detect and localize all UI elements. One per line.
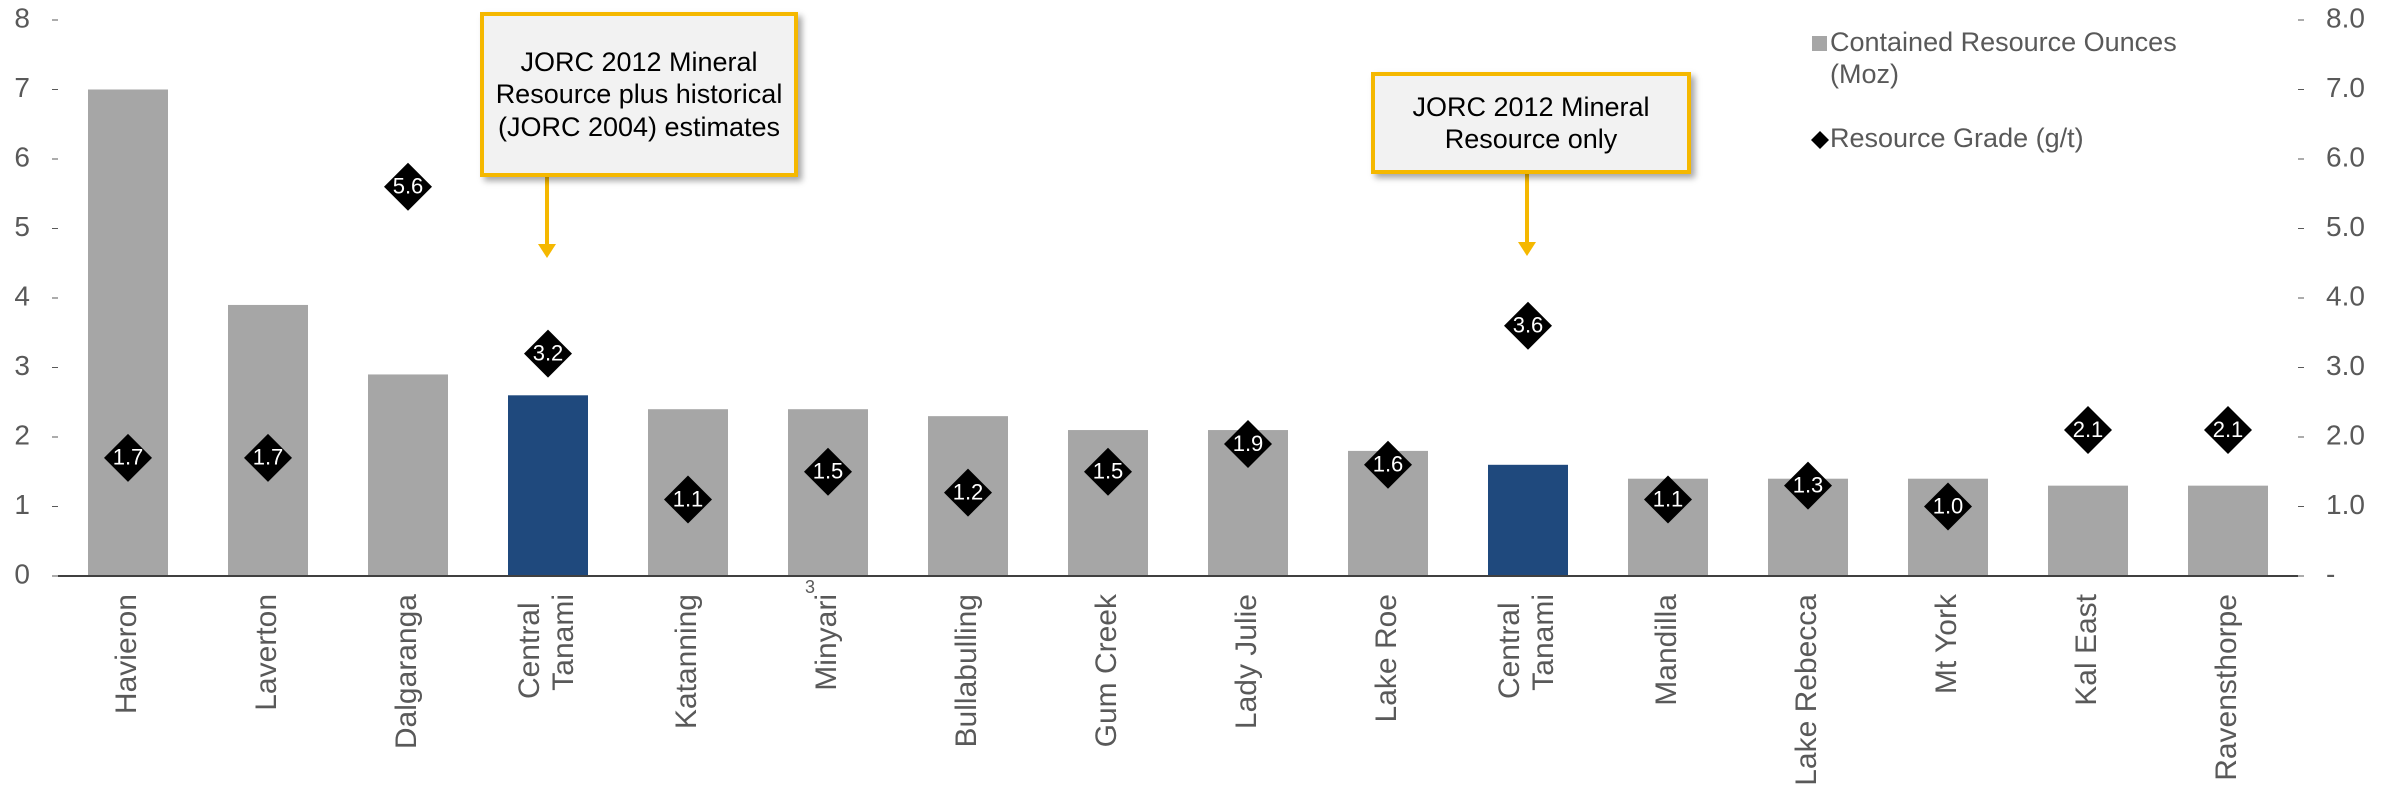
data-label: 1.1: [673, 486, 704, 511]
y-tick-label: 8: [14, 2, 30, 33]
legend-marker: [1811, 131, 1829, 149]
data-label: 1.5: [1093, 459, 1124, 484]
y2-tick-label: 1.0: [2326, 489, 2365, 520]
y2-tick-label: 4.0: [2326, 280, 2365, 311]
callout-arrowhead: [538, 244, 556, 258]
diamond-marker: [1644, 475, 1692, 524]
y-tick-label: 7: [14, 72, 30, 103]
y-tick-label: 2: [14, 419, 30, 450]
bar: [368, 374, 448, 576]
y2-tick-label: 5.0: [2326, 211, 2365, 242]
annotation: JORC 2012 Mineral Resource only: [1371, 72, 1691, 174]
x-tick-label: Ravensthorpe: [2210, 594, 2243, 781]
x-tick-label: Mt York: [1930, 593, 1963, 694]
x-tick-label: Central Tanami: [1493, 594, 1560, 699]
y-tick-label: 1: [14, 489, 30, 520]
bar: [88, 89, 168, 576]
diamond-marker: [1924, 482, 1972, 531]
data-label: 3.2: [533, 340, 564, 365]
x-tick-label: Kal East: [2070, 593, 2103, 705]
y2-tick-label: 7.0: [2326, 72, 2365, 103]
data-label: 1.7: [253, 445, 284, 470]
diamond-marker: [524, 329, 572, 378]
data-label: 1.9: [1233, 431, 1264, 456]
x-tick-label: Dalgaranga: [390, 594, 423, 749]
y-tick-label: 6: [14, 141, 30, 172]
y-tick-label: 4: [14, 280, 30, 311]
y-tick-label: 0: [14, 558, 30, 589]
data-label: 3.6: [1513, 313, 1544, 338]
bar: [2048, 485, 2128, 576]
y2-tick-label: 8.0: [2326, 2, 2365, 33]
y-tick-label: 5: [14, 211, 30, 242]
diamond-marker: [104, 433, 152, 482]
bar: [1488, 464, 1568, 576]
x-tick-label: Laverton: [250, 594, 283, 711]
diamond-marker: [804, 447, 852, 496]
data-label: 1.3: [1793, 472, 1824, 497]
x-tick-label: Katanning: [670, 594, 703, 729]
x-tick-label: Minyari: [810, 594, 843, 691]
bar: [2188, 485, 2268, 576]
y2-tick-label: 2.0: [2326, 419, 2365, 450]
x-tick-label: Havieron: [110, 594, 143, 714]
data-label: 1.2: [953, 479, 984, 504]
diamond-marker: [2064, 406, 2112, 455]
x-tick-label: Gum Creek: [1090, 593, 1123, 747]
diamond-marker: [1084, 447, 1132, 496]
legend-label: Resource Grade (g/t): [1830, 123, 2084, 153]
x-tick-label: Lake Rebecca: [1790, 594, 1823, 786]
data-label: 1.0: [1933, 493, 1964, 518]
data-label: 1.5: [813, 459, 844, 484]
diamond-marker: [1364, 440, 1412, 489]
diamond-marker: [944, 468, 992, 517]
x-tick-label: Bullabulling: [950, 594, 983, 747]
diamond-marker: [244, 433, 292, 482]
diamond-marker: [1504, 301, 1552, 350]
data-label: 2.1: [2213, 417, 2244, 442]
diamond-marker: [1784, 461, 1832, 510]
legend-label: Contained Resource Ounces (Moz): [1830, 27, 2177, 90]
callout-arrowhead: [1518, 242, 1536, 256]
y2-tick-label: 6.0: [2326, 141, 2365, 172]
y-tick-label: 3: [14, 350, 30, 381]
data-label: 2.1: [2073, 417, 2104, 442]
annotation: JORC 2012 Mineral Resource plus historic…: [480, 12, 798, 177]
x-tick-label: Lady Julie: [1230, 594, 1263, 729]
x-tick-label: Lake Roe: [1370, 594, 1403, 722]
data-label: 1.6: [1373, 452, 1404, 477]
x-tick-label: Mandilla: [1650, 594, 1683, 706]
diamond-marker: [2204, 406, 2252, 455]
legend-marker: [1812, 36, 1827, 51]
y2-tick-label: 3.0: [2326, 350, 2365, 381]
diamond-marker: [384, 162, 432, 211]
diamond-marker: [664, 475, 712, 524]
bar: [508, 395, 588, 576]
x-tick-label: Central Tanami: [513, 594, 580, 699]
data-label: 1.1: [1653, 486, 1684, 511]
y2-tick-label: -: [2326, 558, 2335, 589]
data-label: 1.7: [113, 445, 144, 470]
diamond-marker: [1224, 419, 1272, 468]
data-label: 5.6: [393, 174, 424, 199]
footnote-marker: 3: [805, 577, 815, 597]
